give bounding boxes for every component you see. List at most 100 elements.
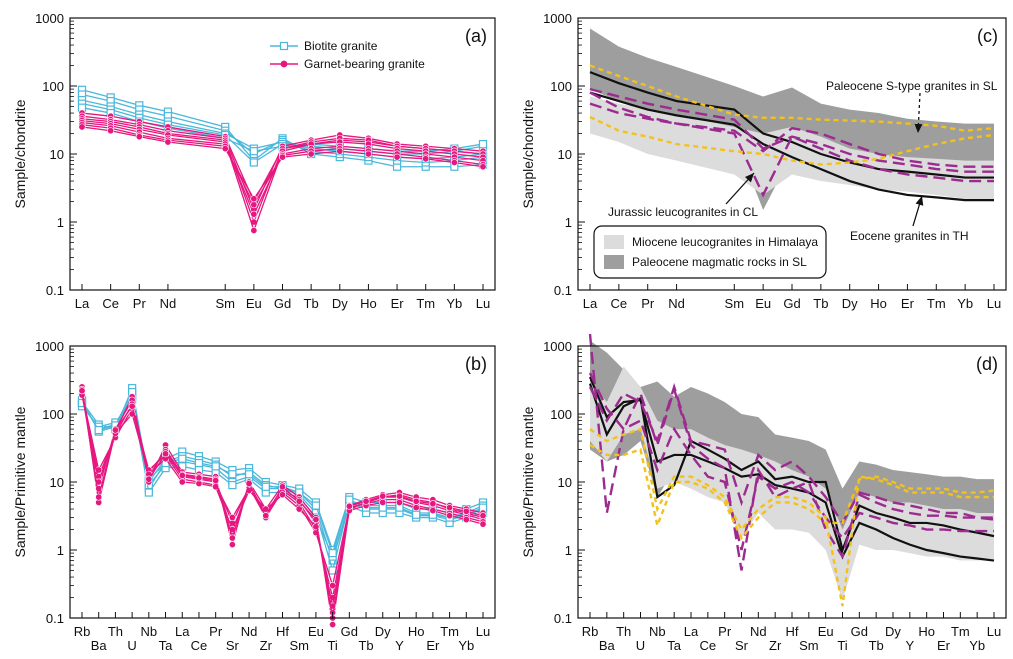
- x-tick-label: Sm: [725, 296, 745, 311]
- garnet-point: [479, 163, 487, 171]
- garnet-point: [379, 498, 387, 506]
- y-tick-label: 1000: [35, 11, 64, 26]
- biotite-point: [77, 398, 87, 408]
- biotite-point: [249, 158, 258, 167]
- x-tick-label: Ta: [159, 638, 174, 653]
- x-tick-label: Tm: [440, 624, 459, 639]
- legend-label: Biotite granite: [304, 39, 378, 53]
- garnet-point: [111, 426, 119, 434]
- x-tick-label: Lu: [987, 296, 1001, 311]
- biotite-series-line: [81, 390, 484, 556]
- purple-series-line: [589, 102, 994, 168]
- garnet-point: [250, 195, 258, 203]
- annotation-arrow-head: [915, 196, 924, 206]
- yellow-series-line: [589, 64, 995, 132]
- garnet-point: [412, 504, 420, 512]
- garnet-point: [178, 478, 186, 486]
- x-tick-label: Eu: [818, 624, 834, 639]
- garnet-point: [221, 145, 229, 153]
- y-tick-label: 1: [57, 543, 64, 558]
- biotite-series-line: [81, 391, 484, 563]
- x-tick-label: Eu: [755, 296, 771, 311]
- x-tick-label: Ho: [870, 296, 887, 311]
- garnet-point: [295, 505, 303, 513]
- annotation-label: Paleocene S-type granites in SL: [826, 79, 998, 93]
- garnet-point: [78, 123, 86, 131]
- panel-label: (b): [465, 354, 487, 374]
- y-tick-label: 0.1: [46, 611, 64, 626]
- garnet-point: [178, 471, 186, 479]
- x-tick-label: La: [175, 624, 190, 639]
- garnet-series-line: [81, 115, 484, 212]
- x-tick-label: Lu: [476, 624, 490, 639]
- x-tick-label: Zr: [260, 638, 273, 653]
- black-series-line: [589, 71, 994, 179]
- annotation-label: Eocene granites in TH: [850, 229, 969, 243]
- x-tick-label: Ce: [611, 296, 628, 311]
- garnet-point: [446, 512, 454, 520]
- biotite-series-line: [81, 385, 484, 553]
- x-tick-label: Dy: [885, 624, 901, 639]
- garnet-point: [479, 520, 487, 528]
- x-tick-label: Lu: [476, 296, 490, 311]
- x-tick-label: Pr: [641, 296, 655, 311]
- biotite-point: [328, 549, 337, 558]
- garnet-point: [429, 500, 437, 508]
- yellow-series-line: [589, 443, 995, 541]
- black-series-line: [589, 91, 994, 202]
- garnet-point: [345, 502, 353, 510]
- garnet-point: [429, 507, 437, 515]
- biotite-point: [228, 481, 237, 490]
- x-tick-label: Rb: [74, 624, 91, 639]
- x-tick-label: Eu: [308, 624, 324, 639]
- garnet-point: [135, 133, 143, 141]
- y-tick-label: 10: [558, 475, 572, 490]
- x-tick-label: Lu: [987, 624, 1001, 639]
- x-tick-label: Pr: [133, 296, 147, 311]
- x-tick-label: Ti: [327, 638, 337, 653]
- purple-series-line: [589, 91, 994, 198]
- garnet-point: [379, 492, 387, 500]
- x-tick-label: Y: [395, 638, 404, 653]
- garnet-series-line: [81, 118, 484, 224]
- x-tick-label: Ho: [918, 624, 935, 639]
- garnet-point: [262, 512, 270, 520]
- biotite-point: [178, 454, 187, 463]
- biotite-series-line: [81, 398, 484, 559]
- garnet-series-line: [81, 126, 484, 200]
- x-tick-label: Yb: [446, 296, 462, 311]
- garnet-point: [395, 492, 403, 500]
- garnet-point: [364, 150, 372, 158]
- garnet-point: [422, 155, 430, 163]
- legend-swatch: [604, 235, 624, 249]
- garnet-point: [107, 127, 115, 135]
- biotite-point: [249, 147, 258, 156]
- x-tick-label: U: [636, 638, 645, 653]
- y-tick-label: 0.1: [46, 283, 64, 298]
- x-tick-label: Er: [937, 638, 951, 653]
- x-tick-label: Nd: [750, 624, 767, 639]
- black-series-line: [588, 383, 995, 554]
- x-tick-label: Y: [905, 638, 914, 653]
- y-axis-label: Sample/chondrite: [520, 99, 536, 208]
- x-tick-label: Th: [616, 624, 631, 639]
- garnet-point: [228, 514, 236, 522]
- x-tick-label: Sr: [226, 638, 240, 653]
- garnet-point: [250, 201, 258, 209]
- x-tick-label: Gd: [783, 296, 800, 311]
- garnet-point: [245, 480, 253, 488]
- garnet-point: [212, 477, 220, 485]
- x-tick-label: Yb: [957, 296, 973, 311]
- legend-circle-marker: [280, 60, 288, 68]
- x-tick-label: Dy: [842, 296, 858, 311]
- x-tick-label: Tm: [416, 296, 435, 311]
- y-tick-label: 100: [550, 79, 572, 94]
- legend-box: [593, 225, 827, 279]
- garnet-point: [250, 210, 258, 218]
- garnet-point: [329, 582, 337, 590]
- light-band-field: [590, 96, 994, 202]
- garnet-point: [228, 534, 236, 542]
